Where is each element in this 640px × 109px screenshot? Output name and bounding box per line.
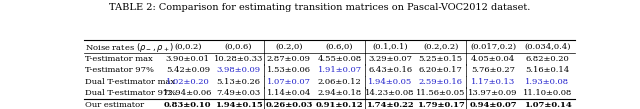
Text: 5.16±0.14: 5.16±0.14 <box>525 66 570 74</box>
Text: 13.97±0.09: 13.97±0.09 <box>468 89 518 97</box>
Text: Our estimator: Our estimator <box>86 101 145 109</box>
Text: T-estimator max: T-estimator max <box>86 55 153 63</box>
Text: 10.28±0.33: 10.28±0.33 <box>214 55 263 63</box>
Text: 2.87±0.09: 2.87±0.09 <box>267 55 311 63</box>
Text: Noise rates $(\rho_-, \rho_+)$: Noise rates $(\rho_-, \rho_+)$ <box>86 41 174 54</box>
Text: 5.25±0.15: 5.25±0.15 <box>419 55 463 63</box>
Text: Dual T-estimator max: Dual T-estimator max <box>86 78 175 86</box>
Text: (0,0.2): (0,0.2) <box>174 43 202 51</box>
Text: 1.14±0.04: 1.14±0.04 <box>267 89 311 97</box>
Text: 11.56±0.05: 11.56±0.05 <box>416 89 465 97</box>
Text: 6.43±0.16: 6.43±0.16 <box>368 66 412 74</box>
Text: (0.1,0.1): (0.1,0.1) <box>372 43 408 51</box>
Text: 1.94±0.05: 1.94±0.05 <box>368 78 412 86</box>
Text: (0.2,0): (0.2,0) <box>275 43 303 51</box>
Text: 5.76±0.27: 5.76±0.27 <box>471 66 515 74</box>
Text: (0,0.6): (0,0.6) <box>225 43 252 51</box>
Text: 3.90±0.01: 3.90±0.01 <box>166 55 210 63</box>
Text: 0.83±0.10: 0.83±0.10 <box>164 101 212 109</box>
Text: 1.02±0.20: 1.02±0.20 <box>166 78 210 86</box>
Text: 1.74±0.22: 1.74±0.22 <box>366 101 414 109</box>
Text: 1.91±0.07: 1.91±0.07 <box>317 66 362 74</box>
Text: 0.91±0.12: 0.91±0.12 <box>316 101 364 109</box>
Text: (0.6,0): (0.6,0) <box>326 43 353 51</box>
Text: 5.42±0.09: 5.42±0.09 <box>166 66 210 74</box>
Text: 1.79±0.17: 1.79±0.17 <box>417 101 465 109</box>
Text: 2.59±0.16: 2.59±0.16 <box>419 78 463 86</box>
Text: 6.20±0.17: 6.20±0.17 <box>419 66 463 74</box>
Text: 2.06±0.12: 2.06±0.12 <box>317 78 362 86</box>
Text: Dual T-estimator 97%: Dual T-estimator 97% <box>86 89 177 97</box>
Text: 4.55±0.08: 4.55±0.08 <box>317 55 362 63</box>
Text: 1.93±0.08: 1.93±0.08 <box>525 78 570 86</box>
Text: 14.23±0.08: 14.23±0.08 <box>365 89 415 97</box>
Text: (0.034,0.4): (0.034,0.4) <box>524 43 571 51</box>
Text: 2.94±0.18: 2.94±0.18 <box>317 89 362 97</box>
Text: 6.82±0.20: 6.82±0.20 <box>525 55 570 63</box>
Text: 1.07±0.07: 1.07±0.07 <box>267 78 311 86</box>
Text: 12.94±0.06: 12.94±0.06 <box>163 89 212 97</box>
Text: 5.13±0.26: 5.13±0.26 <box>216 78 260 86</box>
Text: 1.53±0.06: 1.53±0.06 <box>267 66 311 74</box>
Text: T-estimator 97%: T-estimator 97% <box>86 66 154 74</box>
Text: (0.017,0.2): (0.017,0.2) <box>470 43 516 51</box>
Text: 0.26±0.03: 0.26±0.03 <box>266 101 313 109</box>
Text: 1.07±0.14: 1.07±0.14 <box>524 101 572 109</box>
Text: (0.2,0.2): (0.2,0.2) <box>423 43 458 51</box>
Text: 1.17±0.13: 1.17±0.13 <box>471 78 515 86</box>
Text: 7.49±0.03: 7.49±0.03 <box>216 89 260 97</box>
Text: 3.98±0.09: 3.98±0.09 <box>216 66 260 74</box>
Text: 3.29±0.07: 3.29±0.07 <box>368 55 412 63</box>
Text: 1.94±0.15: 1.94±0.15 <box>214 101 262 109</box>
Text: TABLE 2: Comparison for estimating transition matrices on Pascal-VOC2012 dataset: TABLE 2: Comparison for estimating trans… <box>109 3 531 12</box>
Text: 4.05±0.04: 4.05±0.04 <box>471 55 515 63</box>
Text: 0.94±0.07: 0.94±0.07 <box>469 101 517 109</box>
Text: 11.10±0.08: 11.10±0.08 <box>523 89 572 97</box>
